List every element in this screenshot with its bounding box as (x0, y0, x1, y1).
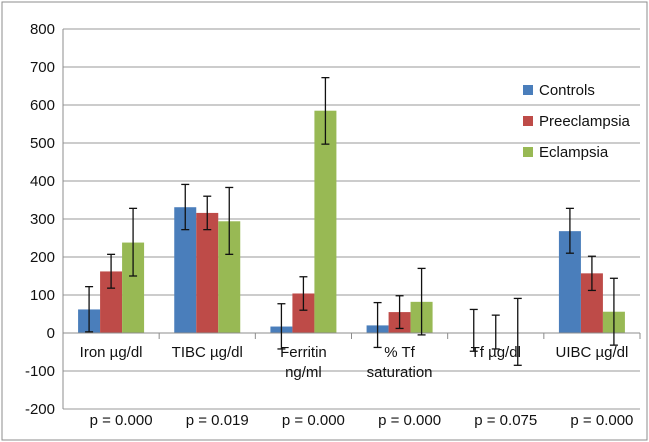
legend-label: Eclampsia (539, 144, 609, 161)
p-value-label: p = 0.075 (474, 412, 537, 429)
y-tick-label: 0 (47, 325, 55, 342)
y-tick-label: 100 (30, 287, 55, 304)
x-category-label: Tf µg/dl (471, 344, 521, 361)
legend-label: Preeclampsia (539, 113, 631, 130)
p-value-label: p = 0.000 (282, 412, 345, 429)
bar (580, 273, 603, 333)
x-category-label: Ferritin ng/ml (280, 344, 327, 381)
bar (314, 110, 337, 333)
y-tick-label: 600 (30, 97, 55, 114)
x-category-label: Iron µg/dl (80, 344, 143, 361)
x-category-label: TIBC µg/dl (172, 344, 243, 361)
bar (174, 207, 197, 333)
y-tick-label: -100 (25, 363, 55, 380)
bar (196, 212, 219, 333)
p-value-label: p = 0.000 (90, 412, 153, 429)
x-category-label: % Tf saturation (367, 344, 433, 381)
legend-swatch (523, 147, 533, 157)
p-value-label: p = 0.019 (186, 412, 249, 429)
bar (122, 242, 145, 333)
legend-swatch (523, 85, 533, 95)
y-tick-label: 700 (30, 59, 55, 76)
y-tick-label: 200 (30, 249, 55, 266)
legend-swatch (523, 116, 533, 126)
legend-label: Controls (539, 82, 595, 99)
bar (218, 221, 241, 333)
p-value-label: p = 0.000 (378, 412, 441, 429)
y-tick-label: 500 (30, 135, 55, 152)
y-tick-label: -200 (25, 401, 55, 418)
y-tick-label: 800 (30, 21, 55, 38)
p-value-label: p = 0.000 (570, 412, 633, 429)
x-category-label: UIBC µg/dl (555, 344, 628, 361)
y-tick-label: 400 (30, 173, 55, 190)
bar (100, 271, 123, 333)
y-tick-label: 300 (30, 211, 55, 228)
bar (292, 293, 315, 333)
bar (558, 231, 581, 333)
